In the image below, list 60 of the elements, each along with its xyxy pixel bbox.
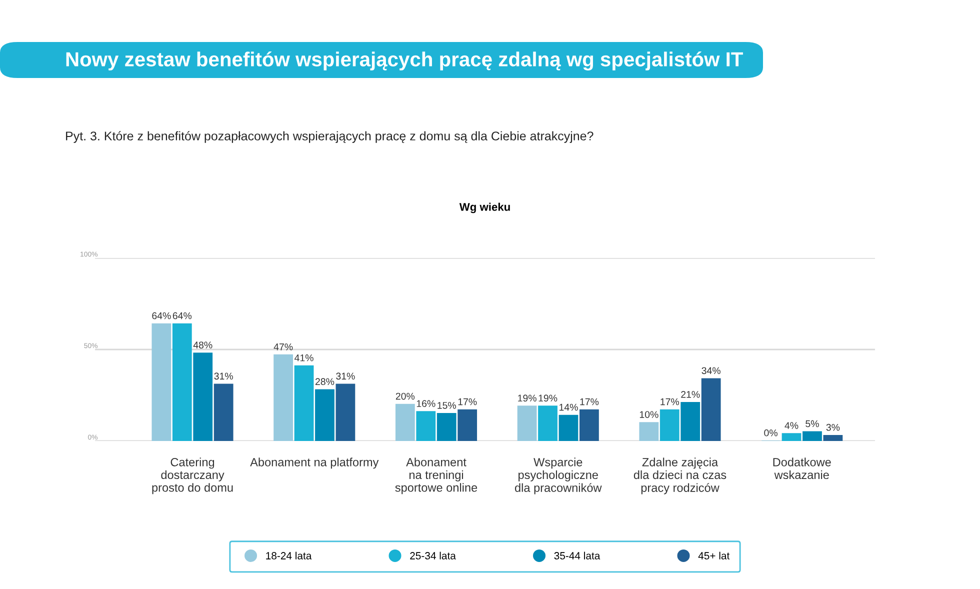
- data-label: 31%: [214, 372, 233, 380]
- text: Wg wieku: [459, 202, 510, 214]
- bar: [152, 323, 172, 441]
- bar: [336, 384, 356, 441]
- bar: [458, 409, 478, 441]
- data-label: 10%: [640, 411, 658, 418]
- x-tick-label: Dodatkowe wskazanie: [773, 458, 831, 480]
- x-tick-label: Abonament na treningi sportowe online: [395, 458, 478, 494]
- data-label: 21%: [681, 390, 700, 398]
- bar: [416, 411, 436, 441]
- data-label: 3%: [826, 424, 840, 431]
- data-label: 41%: [294, 354, 314, 362]
- bar: [294, 365, 314, 441]
- legend-label: 18-24 lata: [266, 552, 312, 560]
- bar: [580, 409, 599, 441]
- data-label: 17%: [580, 398, 599, 406]
- data-label: 4%: [784, 422, 798, 429]
- data-label: 14%: [559, 404, 578, 411]
- bar: [395, 404, 415, 441]
- x-tick-label: Wsparcie psychologiczne dla pracowników: [514, 458, 602, 494]
- bar: [660, 409, 680, 441]
- data-label: 31%: [336, 372, 355, 380]
- data-label: 16%: [416, 400, 436, 408]
- legend-label: 35-44 lata: [554, 552, 600, 560]
- data-label: 47%: [274, 343, 293, 350]
- bar: [315, 389, 334, 441]
- data-label: 19%: [538, 394, 558, 402]
- data-label: 48%: [193, 342, 212, 348]
- data-label: 15%: [438, 402, 456, 409]
- bar: [172, 323, 192, 441]
- data-label: 20%: [396, 392, 415, 400]
- bar: [214, 384, 234, 441]
- data-label: 0%: [764, 429, 778, 436]
- legend-label: 45+ lat: [698, 552, 730, 560]
- bar: [193, 352, 213, 441]
- x-tick-label: Abonament na platformy: [250, 458, 379, 469]
- chart-subtitle: Pyt. 3. Które z benefitów pozapłacowych wspierających pracę z domu są dla Ciebie atrakcyjne?: [66, 131, 594, 143]
- bar: [823, 434, 843, 441]
- bar: [274, 354, 293, 441]
- bar: [782, 433, 802, 441]
- bar: [701, 378, 721, 441]
- x-tick-label: Zdalne zajęcia dla dzieci na czas pracy rodziców: [634, 458, 726, 494]
- bar: [558, 414, 578, 441]
- bar: [680, 402, 700, 441]
- data-label: 34%: [702, 367, 720, 374]
- x-tick-label: Catering dostarczany prosto do domu: [152, 458, 233, 494]
- data-label: 19%: [518, 394, 536, 402]
- bar: [538, 406, 558, 441]
- data-label: 17%: [458, 398, 477, 406]
- data-label: 17%: [660, 398, 680, 406]
- data-label: 28%: [315, 378, 334, 386]
- bar: [639, 422, 659, 441]
- bar: [802, 431, 822, 441]
- data-label: 64%: [172, 312, 192, 320]
- legend-label: 25-34 lata: [410, 552, 456, 560]
- bar: [436, 412, 456, 441]
- chart-title: Nowy zestaw benefitów wspierających pracę zdalną wg specjalistów IT: [66, 51, 744, 71]
- data-label: 5%: [806, 420, 819, 428]
- bar: [517, 406, 537, 441]
- data-label: 64%: [152, 312, 171, 320]
